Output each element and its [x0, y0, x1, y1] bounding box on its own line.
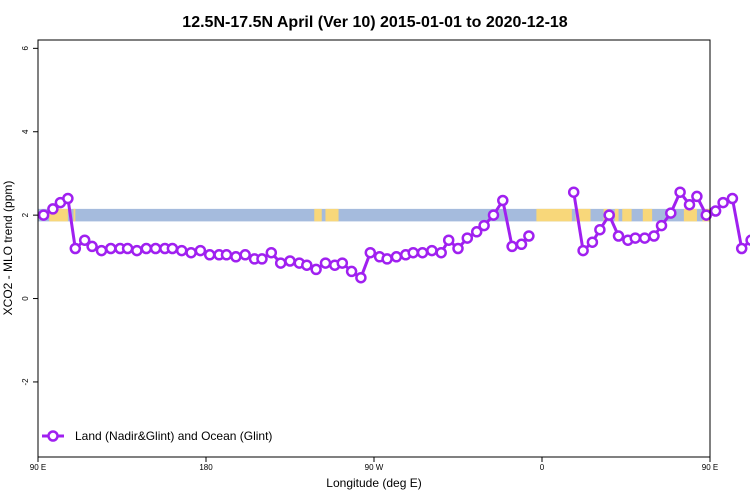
- data-point: [648, 230, 660, 242]
- data-point: [185, 246, 197, 259]
- data-point: [726, 192, 739, 205]
- data-point: [577, 244, 589, 257]
- data-point: [461, 232, 474, 244]
- chart-title: 12.5N-17.5N April (Ver 10) 2015-01-01 to…: [182, 14, 568, 31]
- data-point: [105, 242, 117, 255]
- data-point: [586, 236, 599, 248]
- data-point: [487, 209, 500, 221]
- data-point: [629, 232, 642, 244]
- data-point: [416, 246, 429, 259]
- data-point: [452, 242, 464, 255]
- land-band-segment: [536, 208, 572, 222]
- land-band-segment: [325, 208, 339, 222]
- land-band-segment: [642, 208, 653, 222]
- data-point: [655, 219, 668, 232]
- legend: Land (Nadir&Glint) and Ocean (Glint): [42, 429, 272, 443]
- data-point: [131, 244, 143, 257]
- x-tick-label: 180: [199, 463, 213, 472]
- data-point: [709, 205, 722, 217]
- data-point: [523, 230, 535, 242]
- x-tick-label: 90 E: [30, 463, 46, 472]
- data-point: [381, 253, 393, 265]
- data-point: [319, 257, 332, 269]
- y-tick-label: -2: [21, 378, 30, 386]
- legend-marker-swatch: [47, 430, 59, 442]
- data-point: [78, 234, 91, 246]
- data-point: [95, 244, 108, 257]
- data-point: [62, 192, 74, 205]
- data-point: [717, 196, 729, 209]
- data-point: [735, 242, 748, 255]
- land-band-segment: [73, 208, 76, 222]
- data-point: [567, 186, 580, 198]
- y-axis-ticks: -2 0 2 4 6: [21, 46, 38, 386]
- data-point: [691, 190, 703, 203]
- data-point: [121, 242, 134, 255]
- data-point: [470, 226, 483, 238]
- data-point: [435, 246, 447, 259]
- y-tick-label: 0: [21, 296, 30, 301]
- surface-band: [38, 208, 710, 222]
- x-tick-label: 90 E: [702, 463, 718, 472]
- data-point: [700, 209, 713, 221]
- data-point: [175, 244, 188, 257]
- data-point: [364, 246, 377, 259]
- data-point: [603, 209, 615, 221]
- data-point: [345, 265, 358, 278]
- data-point: [256, 253, 268, 265]
- data-point: [612, 230, 625, 242]
- data-point: [149, 242, 162, 255]
- data-point: [674, 186, 686, 198]
- data-point: [442, 234, 455, 246]
- data-point: [407, 246, 419, 259]
- data-point: [166, 242, 179, 255]
- x-tick-label: 0: [540, 463, 545, 472]
- x-tick-label: 90 W: [365, 463, 384, 472]
- data-point: [265, 246, 278, 259]
- data-point: [86, 240, 98, 253]
- data-point: [239, 249, 251, 261]
- data-point: [515, 238, 528, 251]
- data-point: [37, 209, 50, 221]
- data-point: [220, 249, 233, 261]
- data-point: [497, 194, 509, 207]
- land-band-segment: [614, 208, 619, 222]
- data-point: [355, 271, 367, 284]
- data-point: [594, 223, 606, 236]
- series-layer: [37, 186, 750, 284]
- data-point: [638, 232, 651, 244]
- data-point: [230, 251, 242, 263]
- data-point: [506, 240, 518, 253]
- land-band-segment: [314, 208, 322, 222]
- data-point: [310, 263, 322, 276]
- data-point: [683, 198, 696, 211]
- data-point: [194, 244, 207, 257]
- y-tick-label: 2: [21, 212, 30, 217]
- y-tick-label: 4: [21, 129, 30, 134]
- data-point: [426, 244, 438, 257]
- y-tick-label: 6: [21, 46, 30, 51]
- data-point: [203, 249, 216, 261]
- data-point: [284, 255, 296, 267]
- data-point: [390, 251, 403, 263]
- data-point: [274, 257, 287, 269]
- data-point: [140, 242, 153, 255]
- data-point: [47, 203, 59, 215]
- x-axis-ticks: 90 E 180 90 W 0 90 E: [30, 457, 718, 472]
- x-axis-label: Longitude (deg E): [326, 476, 421, 490]
- data-point: [69, 242, 82, 255]
- data-point: [336, 257, 349, 269]
- data-point: [665, 207, 677, 219]
- data-point: [478, 219, 490, 232]
- land-band-segment: [683, 208, 697, 222]
- y-axis-label: XCO2 - MLO trend (ppm): [1, 181, 15, 316]
- data-point: [745, 234, 750, 246]
- land-band-segment: [622, 208, 632, 222]
- legend-label: Land (Nadir&Glint) and Ocean (Glint): [75, 429, 272, 443]
- data-point: [301, 259, 313, 271]
